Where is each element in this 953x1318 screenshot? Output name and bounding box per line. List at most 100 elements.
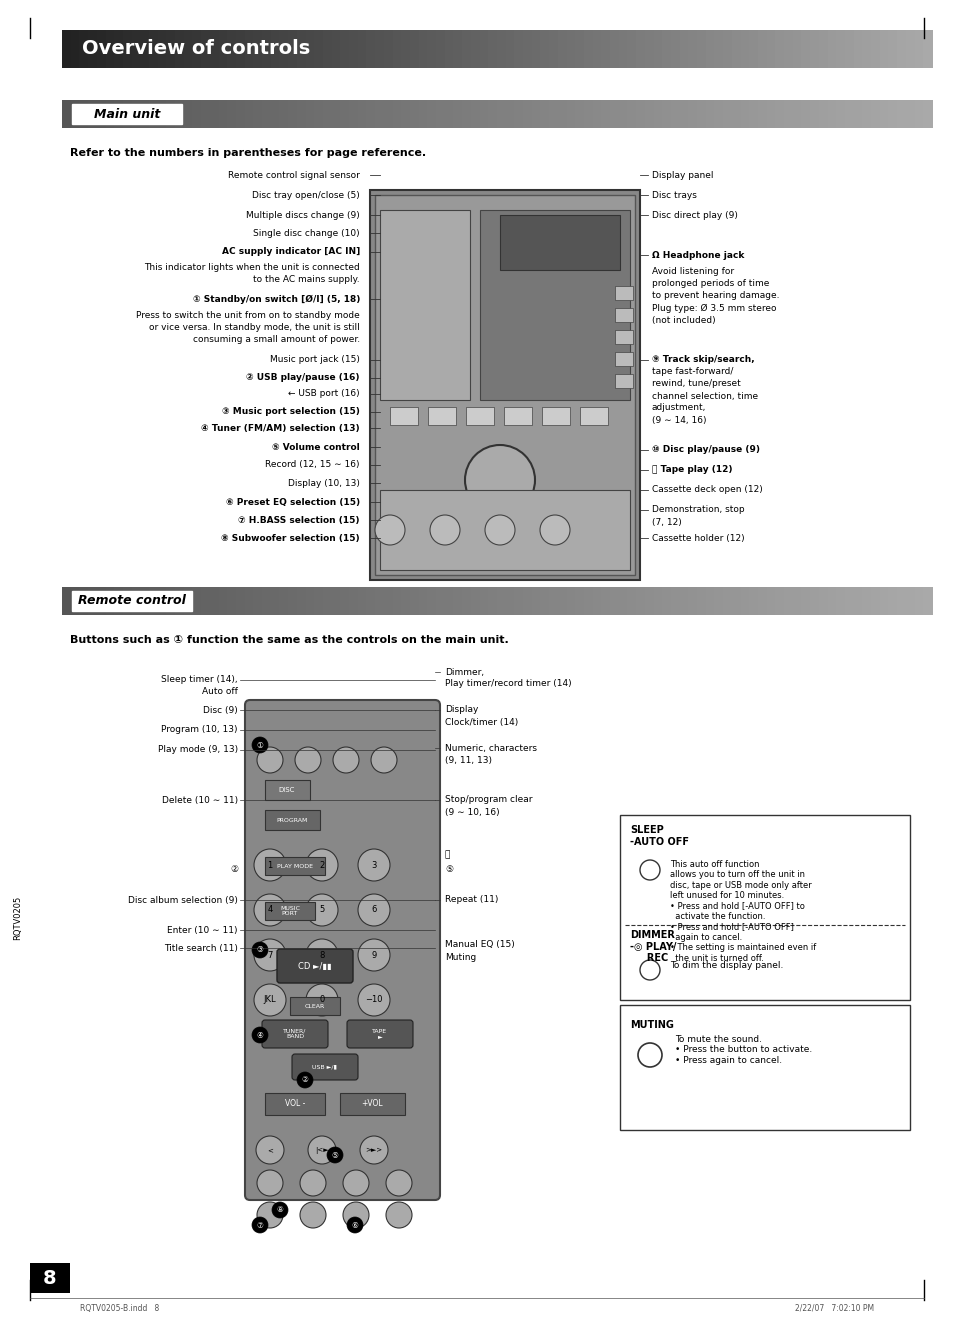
Text: 5: 5 [319, 905, 324, 915]
Text: Auto off: Auto off [202, 688, 237, 696]
Text: 4: 4 [267, 905, 273, 915]
FancyBboxPatch shape [262, 1020, 328, 1048]
Bar [688, 30, 698, 69]
Bar [244, 100, 254, 128]
Bar [783, 100, 793, 128]
Bar [227, 100, 236, 128]
Bar [157, 587, 167, 616]
Circle shape [256, 1202, 283, 1228]
Text: ⑪: ⑪ [444, 850, 450, 859]
Bar [288, 30, 297, 69]
FancyBboxPatch shape [245, 700, 439, 1199]
Bar [541, 407, 569, 424]
Bar [862, 100, 871, 128]
Circle shape [299, 1202, 326, 1228]
Bar [583, 100, 593, 128]
Bar [896, 30, 906, 69]
Bar [201, 587, 211, 616]
Bar [265, 811, 319, 830]
Text: Title search (11): Title search (11) [164, 944, 237, 953]
Bar [887, 587, 898, 616]
Text: Plug type: Ø 3.5 mm stereo: Plug type: Ø 3.5 mm stereo [651, 303, 776, 312]
Bar [488, 100, 497, 128]
Text: ②: ② [301, 1075, 308, 1085]
Text: |<►: |<► [314, 1147, 329, 1153]
Bar [428, 407, 456, 424]
Circle shape [252, 1027, 268, 1043]
Bar [444, 587, 454, 616]
Text: 0: 0 [319, 995, 324, 1004]
Bar [758, 587, 767, 616]
Text: Press to switch the unit from on to standby mode: Press to switch the unit from on to stan… [136, 311, 359, 319]
Bar [575, 100, 584, 128]
Bar [262, 100, 272, 128]
Bar [905, 587, 915, 616]
Bar [140, 587, 150, 616]
Text: (not included): (not included) [651, 315, 715, 324]
Bar [697, 100, 706, 128]
Bar [314, 100, 324, 128]
Bar [410, 100, 419, 128]
Circle shape [306, 938, 337, 971]
Bar [140, 30, 150, 69]
Text: Music port jack (15): Music port jack (15) [270, 356, 359, 365]
Text: +VOL: +VOL [361, 1099, 382, 1108]
Text: ⑤ Volume control: ⑤ Volume control [272, 443, 359, 452]
Circle shape [306, 985, 337, 1016]
Bar [418, 100, 428, 128]
Bar [332, 587, 341, 616]
Text: (7, 12): (7, 12) [651, 518, 681, 526]
Bar [600, 100, 611, 128]
Bar [522, 30, 532, 69]
Bar [870, 100, 880, 128]
Text: Avoid listening for: Avoid listening for [651, 268, 734, 277]
Bar [775, 100, 784, 128]
Bar [479, 100, 489, 128]
Bar [262, 587, 272, 616]
Circle shape [299, 1170, 326, 1195]
Bar [471, 587, 480, 616]
Text: ⑪ Tape play (12): ⑪ Tape play (12) [651, 465, 732, 474]
Bar [775, 30, 784, 69]
Bar [71, 100, 80, 128]
Bar [418, 587, 428, 616]
Bar [679, 587, 689, 616]
Bar [600, 587, 611, 616]
Bar [896, 587, 906, 616]
Text: CLEAR: CLEAR [305, 1003, 325, 1008]
Bar [688, 100, 698, 128]
Circle shape [386, 1170, 412, 1195]
Text: ②: ② [230, 866, 237, 875]
Text: 1: 1 [267, 861, 273, 870]
Text: to the AC mains supply.: to the AC mains supply. [253, 275, 359, 285]
Circle shape [484, 515, 515, 546]
Bar [775, 587, 784, 616]
Text: ①: ① [256, 741, 263, 750]
Bar [844, 30, 854, 69]
Text: Numeric, characters: Numeric, characters [444, 743, 537, 753]
Bar [844, 587, 854, 616]
Circle shape [343, 1170, 369, 1195]
Text: >►>: >►> [365, 1147, 382, 1153]
Bar [505, 100, 515, 128]
Bar [184, 100, 193, 128]
Bar [549, 587, 558, 616]
Bar [923, 30, 932, 69]
Bar [653, 100, 662, 128]
Bar [636, 100, 645, 128]
Circle shape [639, 861, 659, 880]
Bar [792, 587, 801, 616]
Bar [583, 587, 593, 616]
Text: ⑦: ⑦ [256, 1220, 263, 1230]
Text: ⑦ H.BASS selection (15): ⑦ H.BASS selection (15) [238, 515, 359, 525]
Text: Disc direct play (9): Disc direct play (9) [651, 211, 737, 220]
Bar [479, 30, 489, 69]
Bar [410, 587, 419, 616]
Circle shape [375, 515, 405, 546]
Bar [615, 352, 633, 366]
Bar [375, 587, 384, 616]
Text: Muting: Muting [444, 953, 476, 962]
Bar [96, 30, 107, 69]
Text: PROGRAM: PROGRAM [276, 817, 308, 822]
Bar [210, 587, 219, 616]
